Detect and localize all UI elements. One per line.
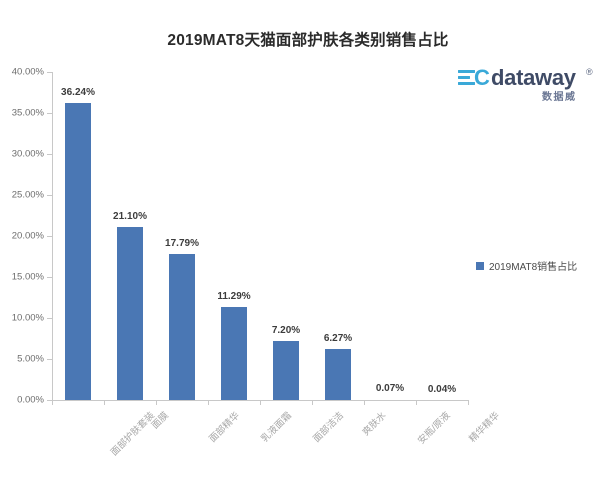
x-axis-category-label: 安瓶/原液 [416, 410, 453, 447]
bar-value-label: 0.07% [375, 383, 405, 395]
y-axis-tick-mark [47, 400, 52, 401]
bar-value-label: 0.04% [427, 383, 457, 395]
y-axis-tick-label: 35.00% [11, 107, 44, 119]
logo-e-icon [458, 70, 475, 87]
ecdataway-logo: C dataway ® 数据威 [458, 66, 606, 106]
bar [221, 307, 247, 400]
y-axis-tick-mark [47, 154, 52, 155]
legend-swatch [476, 261, 484, 270]
bar-value-label: 36.24% [61, 86, 95, 98]
x-axis-category-label: 面部洁洁 [311, 410, 346, 445]
x-axis-tick-mark [208, 400, 209, 405]
x-axis-tick-mark [156, 400, 157, 405]
x-axis-category-label: 乳液面霜 [259, 410, 294, 445]
logo-subtitle: 数据威 [542, 92, 577, 103]
y-axis-line [52, 72, 53, 400]
y-axis-tick-label: 10.00% [11, 312, 44, 324]
x-axis-tick-mark [468, 400, 469, 405]
x-axis-tick-mark [260, 400, 261, 405]
legend-label: 2019MAT8销售占比 [489, 262, 578, 273]
y-axis-tick-mark [47, 72, 52, 73]
bar-value-label: 6.27% [323, 332, 353, 344]
chart-title: 2019MAT8天猫面部护肤各类别销售占比 [167, 32, 449, 49]
x-axis-category-label: 面部精华 [207, 410, 242, 445]
bar-value-label: 7.20% [271, 324, 301, 336]
bar [65, 102, 91, 400]
bar-value-label: 17.79% [165, 238, 199, 250]
logo-c-letter: C [474, 65, 490, 90]
x-axis-tick-mark [104, 400, 105, 405]
bar [169, 254, 195, 400]
y-axis-tick-label: 20.00% [11, 230, 44, 242]
x-axis-tick-mark [416, 400, 417, 405]
y-axis-tick-mark [47, 113, 52, 114]
y-axis-tick-mark [47, 359, 52, 360]
y-axis-tick-label: 25.00% [11, 189, 44, 201]
y-axis-tick-label: 0.00% [17, 394, 44, 406]
y-axis-tick-mark [47, 195, 52, 196]
logo-wordmark: dataway [491, 65, 576, 90]
bar [273, 340, 299, 400]
x-axis-tick-mark [52, 400, 53, 405]
x-axis-tick-mark [364, 400, 365, 405]
x-axis-category-label: 精华精华 [467, 410, 502, 445]
plot-area: 0.00% 5.00% 10.00% 15.00% 20.00% 25.00% 30.00%… [12, 67, 469, 406]
bar [117, 226, 143, 400]
bar [325, 348, 351, 400]
y-axis-tick-label: 40.00% [11, 66, 44, 78]
bar-value-label: 11.29% [217, 291, 251, 303]
x-axis-category-label: 面部护肤套装 [108, 410, 157, 459]
chart-legend: 2019MAT8销售占比 [476, 258, 577, 273]
y-axis-tick-label: 30.00% [11, 148, 44, 160]
registered-trademark-icon: ® [586, 67, 593, 77]
y-axis-tick-label: 5.00% [17, 353, 44, 365]
y-axis-tick-mark [47, 318, 52, 319]
y-axis-tick-mark [47, 277, 52, 278]
bar-value-label: 21.10% [113, 210, 147, 222]
y-axis-tick-label: 15.00% [11, 271, 44, 283]
x-axis-tick-mark [312, 400, 313, 405]
y-axis-tick-mark [47, 236, 52, 237]
x-axis-category-label: 爽肤水 [360, 410, 389, 439]
